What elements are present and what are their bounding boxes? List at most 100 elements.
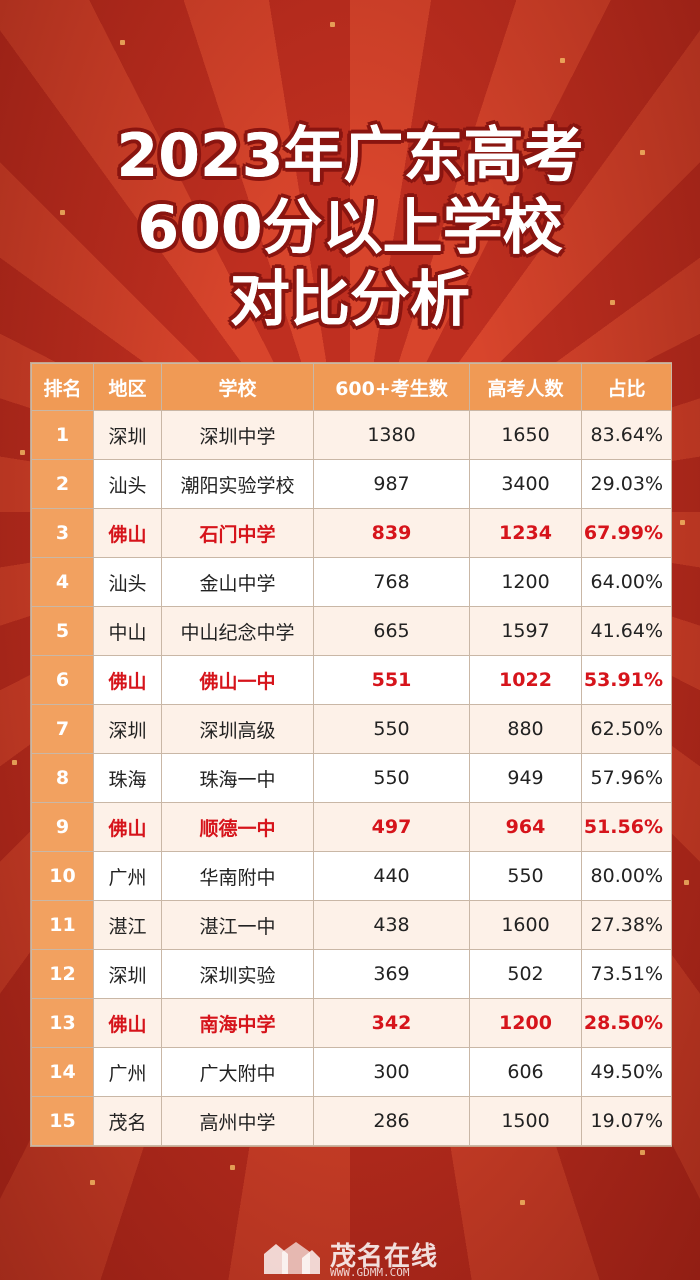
table-row: 15 茂名 高州中学 286 1500 19.07% [31,1096,672,1146]
cell-school: 珠海一中 [161,753,314,803]
cell-rank: 15 [31,1096,94,1146]
cell-total: 1200 [469,998,582,1048]
cell-school: 高州中学 [161,1096,314,1146]
cell-rank: 1 [31,410,94,460]
footer-watermark: 茂名在线 WWW.GDMM.COM [0,1230,700,1280]
cell-ratio: 41.64% [581,606,672,656]
building-logo-icon [264,1242,320,1274]
cell-school: 石门中学 [161,508,314,558]
cell-rank: 2 [31,459,94,509]
page-title: 2023年广东高考 600分以上学校 对比分析 [0,120,700,336]
cell-total: 1022 [469,655,582,705]
cell-school: 金山中学 [161,557,314,607]
table-row: 6 佛山 佛山一中 551 1022 53.91% [31,655,672,705]
table-row: 3 佛山 石门中学 839 1234 67.99% [31,508,672,558]
cell-region: 深圳 [93,949,162,999]
cell-ratio: 53.91% [581,655,672,705]
cell-region: 广州 [93,1047,162,1097]
cell-rank: 12 [31,949,94,999]
cell-total: 964 [469,802,582,852]
cell-total: 606 [469,1047,582,1097]
watermark-url: WWW.GDMM.COM [330,1266,410,1279]
table-row: 8 珠海 珠海一中 550 949 57.96% [31,753,672,803]
cell-count600: 438 [313,900,470,950]
cell-school: 广大附中 [161,1047,314,1097]
header-ratio: 占比 [581,363,672,411]
table-row: 5 中山 中山纪念中学 665 1597 41.64% [31,606,672,656]
cell-school: 深圳实验 [161,949,314,999]
watermark-text: 茂名在线 [330,1242,439,1272]
cell-ratio: 64.00% [581,557,672,607]
table-row: 10 广州 华南附中 440 550 80.00% [31,851,672,901]
table-row: 2 汕头 潮阳实验学校 987 3400 29.03% [31,459,672,509]
cell-total: 1200 [469,557,582,607]
cell-count600: 550 [313,753,470,803]
cell-school: 深圳高级 [161,704,314,754]
header-total: 高考人数 [469,363,582,411]
cell-total: 1597 [469,606,582,656]
table-row: 11 湛江 湛江一中 438 1600 27.38% [31,900,672,950]
table-row: 9 佛山 顺德一中 497 964 51.56% [31,802,672,852]
table-row: 13 佛山 南海中学 342 1200 28.50% [31,998,672,1048]
header-region: 地区 [93,363,162,411]
table-row: 7 深圳 深圳高级 550 880 62.50% [31,704,672,754]
cell-rank: 3 [31,508,94,558]
cell-rank: 6 [31,655,94,705]
cell-total: 1600 [469,900,582,950]
cell-ratio: 62.50% [581,704,672,754]
table-header-row: 排名 地区 学校 600+考生数 高考人数 占比 [31,363,672,411]
cell-ratio: 51.56% [581,802,672,852]
cell-count600: 768 [313,557,470,607]
cell-total: 880 [469,704,582,754]
cell-rank: 13 [31,998,94,1048]
cell-count600: 550 [313,704,470,754]
cell-ratio: 27.38% [581,900,672,950]
cell-rank: 11 [31,900,94,950]
cell-school: 华南附中 [161,851,314,901]
cell-count600: 286 [313,1096,470,1146]
title-line-2: 600分以上学校 [137,193,563,263]
cell-total: 3400 [469,459,582,509]
title-line-1: 2023年广东高考 [116,121,584,191]
cell-region: 佛山 [93,508,162,558]
cell-count600: 665 [313,606,470,656]
cell-ratio: 57.96% [581,753,672,803]
header-rank: 排名 [31,363,94,411]
cell-count600: 440 [313,851,470,901]
cell-school: 顺德一中 [161,802,314,852]
cell-region: 湛江 [93,900,162,950]
cell-ratio: 49.50% [581,1047,672,1097]
cell-count600: 987 [313,459,470,509]
cell-rank: 4 [31,557,94,607]
cell-rank: 7 [31,704,94,754]
cell-ratio: 28.50% [581,998,672,1048]
cell-region: 广州 [93,851,162,901]
cell-count600: 300 [313,1047,470,1097]
table-row: 1 深圳 深圳中学 1380 1650 83.64% [31,410,672,460]
cell-rank: 8 [31,753,94,803]
cell-region: 汕头 [93,557,162,607]
cell-ratio: 83.64% [581,410,672,460]
table-row: 12 深圳 深圳实验 369 502 73.51% [31,949,672,999]
cell-region: 珠海 [93,753,162,803]
table-row: 14 广州 广大附中 300 606 49.50% [31,1047,672,1097]
cell-total: 1234 [469,508,582,558]
cell-count600: 497 [313,802,470,852]
cell-region: 佛山 [93,998,162,1048]
cell-count600: 839 [313,508,470,558]
cell-rank: 10 [31,851,94,901]
title-line-3: 对比分析 [230,265,470,335]
cell-region: 深圳 [93,704,162,754]
cell-ratio: 80.00% [581,851,672,901]
cell-ratio: 73.51% [581,949,672,999]
cell-school: 南海中学 [161,998,314,1048]
cell-region: 汕头 [93,459,162,509]
cell-count600: 369 [313,949,470,999]
cell-count600: 1380 [313,410,470,460]
table-row: 4 汕头 金山中学 768 1200 64.00% [31,557,672,607]
cell-school: 佛山一中 [161,655,314,705]
ranking-table: 排名 地区 学校 600+考生数 高考人数 占比 1 深圳 深圳中学 1380 1650… [30,362,672,1147]
cell-total: 949 [469,753,582,803]
cell-count600: 551 [313,655,470,705]
header-school: 学校 [161,363,314,411]
